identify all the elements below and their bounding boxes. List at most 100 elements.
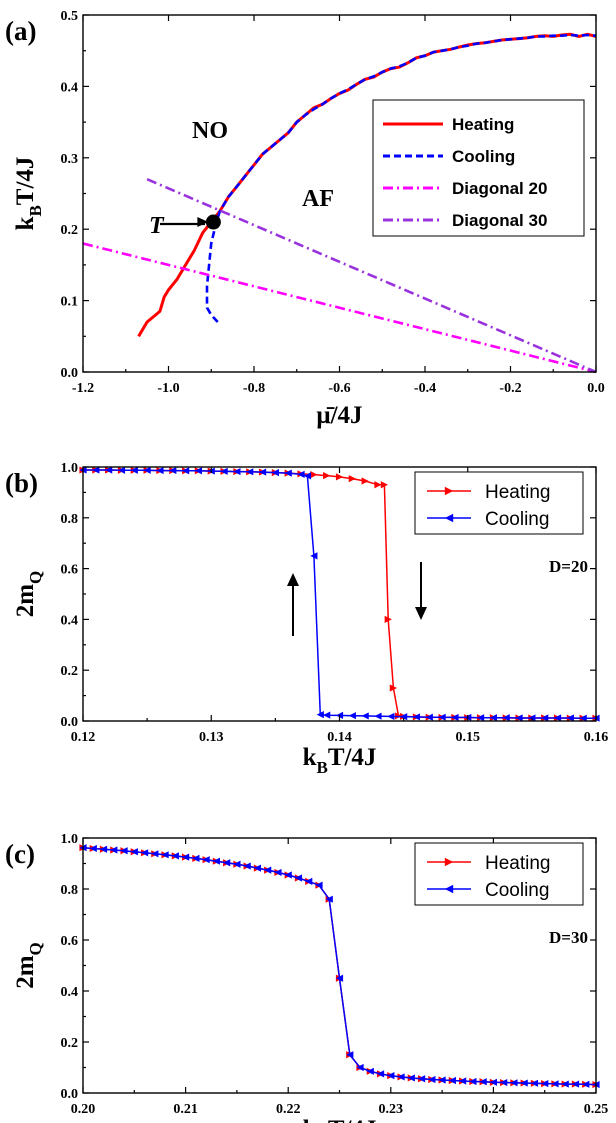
data-point-cooling (316, 711, 324, 719)
panel-label: (a) (5, 16, 36, 46)
x-tick-label: 0.22 (276, 1102, 301, 1117)
x-tick-label: 0.13 (199, 730, 224, 745)
y-tick-label: 0.2 (61, 223, 79, 238)
y-tick-label: 0.0 (61, 1087, 79, 1102)
x-tick-label: -0.4 (414, 381, 436, 396)
legend-box (414, 842, 584, 906)
data-point-cooling (220, 467, 228, 475)
y-axis-label-main: 2m (12, 584, 39, 618)
x-tick-label: 0.20 (71, 1102, 96, 1117)
data-point-cooling (294, 874, 303, 882)
data-point-cooling (194, 467, 203, 475)
data-point-heating (310, 471, 318, 479)
legend-label: Cooling (485, 880, 549, 901)
x-tick-label: -1.0 (157, 381, 179, 396)
data-point-cooling (223, 859, 231, 867)
data-point-cooling (284, 469, 292, 477)
legend-label: Heating (452, 115, 514, 134)
x-axis-label: μ̄/4J (316, 402, 362, 429)
data-point-cooling (253, 864, 262, 872)
x-tick-label: -0.8 (243, 381, 265, 396)
data-point-cooling (271, 468, 279, 477)
data-point-cooling (130, 466, 138, 474)
data-point-cooling (233, 467, 241, 476)
y-tick-label: 0.8 (61, 512, 79, 527)
data-point-cooling (561, 1080, 569, 1088)
data-point-cooling (105, 466, 113, 474)
x-tick-label: -0.6 (328, 381, 350, 396)
data-point-cooling (374, 712, 382, 720)
x-axis-label: kBT/4J (303, 744, 377, 777)
y-tick-label: 0.4 (61, 985, 79, 1000)
data-point-heating (323, 472, 331, 480)
x-tick-label: -0.2 (499, 381, 521, 396)
y-axis-label-main: 2m (12, 955, 39, 989)
transition-point-label: T (149, 213, 165, 239)
data-point-cooling (169, 466, 177, 475)
data-point-cooling (233, 860, 241, 868)
data-point-heating (389, 684, 397, 692)
legend-marker (444, 486, 454, 496)
data-point-cooling (553, 714, 562, 722)
legend-label: Heating (485, 482, 551, 503)
data-point-cooling (258, 468, 267, 476)
plot-area (82, 32, 597, 374)
region-label-no: NO (192, 118, 228, 144)
y-tick-label: 0.3 (61, 152, 79, 167)
y-tick-label: 1.0 (61, 461, 79, 476)
y-tick-label: 0.2 (61, 664, 79, 679)
data-point-cooling (361, 712, 369, 720)
data-point-cooling (192, 854, 200, 862)
x-tick-label: 0.15 (456, 730, 481, 745)
data-point-cooling (469, 1077, 477, 1086)
y-tick-label: 0.4 (61, 613, 79, 628)
y-tick-label: 0.5 (61, 9, 79, 24)
panel-b: 0.12 0.13 0.14 0.15 0.16 0.0 0.2 0.4 0.6 0.8 1.0 (b… (5, 461, 608, 777)
data-point-cooling (412, 713, 421, 721)
x-axis-label-main: k (303, 744, 317, 771)
legend-marker (444, 857, 454, 867)
data-point-cooling (246, 468, 254, 476)
annotation-label: D=30 (549, 928, 588, 947)
x-axis-label: kBT/4J (303, 1116, 377, 1123)
data-point-cooling (400, 713, 408, 721)
panel-c: 0.20 0.21 0.22 0.23 0.24 0.25 0.0 0.2 0.4 0.6 0.8 1… (5, 832, 608, 1123)
data-point-cooling (346, 1051, 354, 1059)
legend-label: Cooling (485, 509, 549, 530)
data-point-cooling (182, 853, 190, 861)
y-tick-label: 0.0 (61, 715, 79, 730)
data-point-cooling (99, 845, 108, 853)
series-line-cooling (205, 33, 597, 323)
data-point-heating (361, 477, 369, 485)
data-point-cooling (182, 467, 190, 475)
data-point-cooling (151, 850, 159, 858)
data-point-heating (348, 475, 356, 483)
data-point-cooling (325, 895, 333, 903)
data-point-cooling (120, 847, 128, 855)
y-tick-label: 0.0 (61, 366, 79, 381)
data-point-cooling (376, 1070, 385, 1078)
y-axis-label: kBT/4J (12, 157, 45, 231)
data-point-cooling (479, 1078, 487, 1086)
data-point-cooling (502, 714, 510, 722)
x-axis-label-rest: T/4J (328, 1116, 377, 1123)
annotation-label: D=20 (549, 557, 588, 576)
y-axis-label-sub: Q (26, 942, 45, 955)
x-tick-label: 0.24 (481, 1102, 506, 1117)
data-point-cooling (510, 1079, 518, 1087)
data-point-cooling (438, 1076, 446, 1084)
x-axis-label-main: k (303, 1116, 317, 1123)
data-point-cooling (448, 1076, 456, 1085)
data-point-cooling (489, 1078, 497, 1086)
data-point-cooling (348, 712, 356, 720)
data-point-cooling (303, 472, 312, 480)
arrow-up-head (287, 573, 299, 586)
x-tick-label: 0.23 (379, 1102, 404, 1117)
panel-a: -1.2 -1.0 -0.8 -0.6 -0.4 -0.2 0.0 0.0 0.1 0.2 0.3 0… (5, 9, 605, 429)
y-tick-label: 0.4 (61, 80, 79, 95)
data-point-cooling (425, 713, 433, 721)
data-point-cooling (571, 1080, 580, 1088)
arrow-down-head (415, 607, 427, 620)
data-point-cooling (428, 1075, 436, 1084)
x-tick-label: 0.12 (71, 730, 96, 745)
